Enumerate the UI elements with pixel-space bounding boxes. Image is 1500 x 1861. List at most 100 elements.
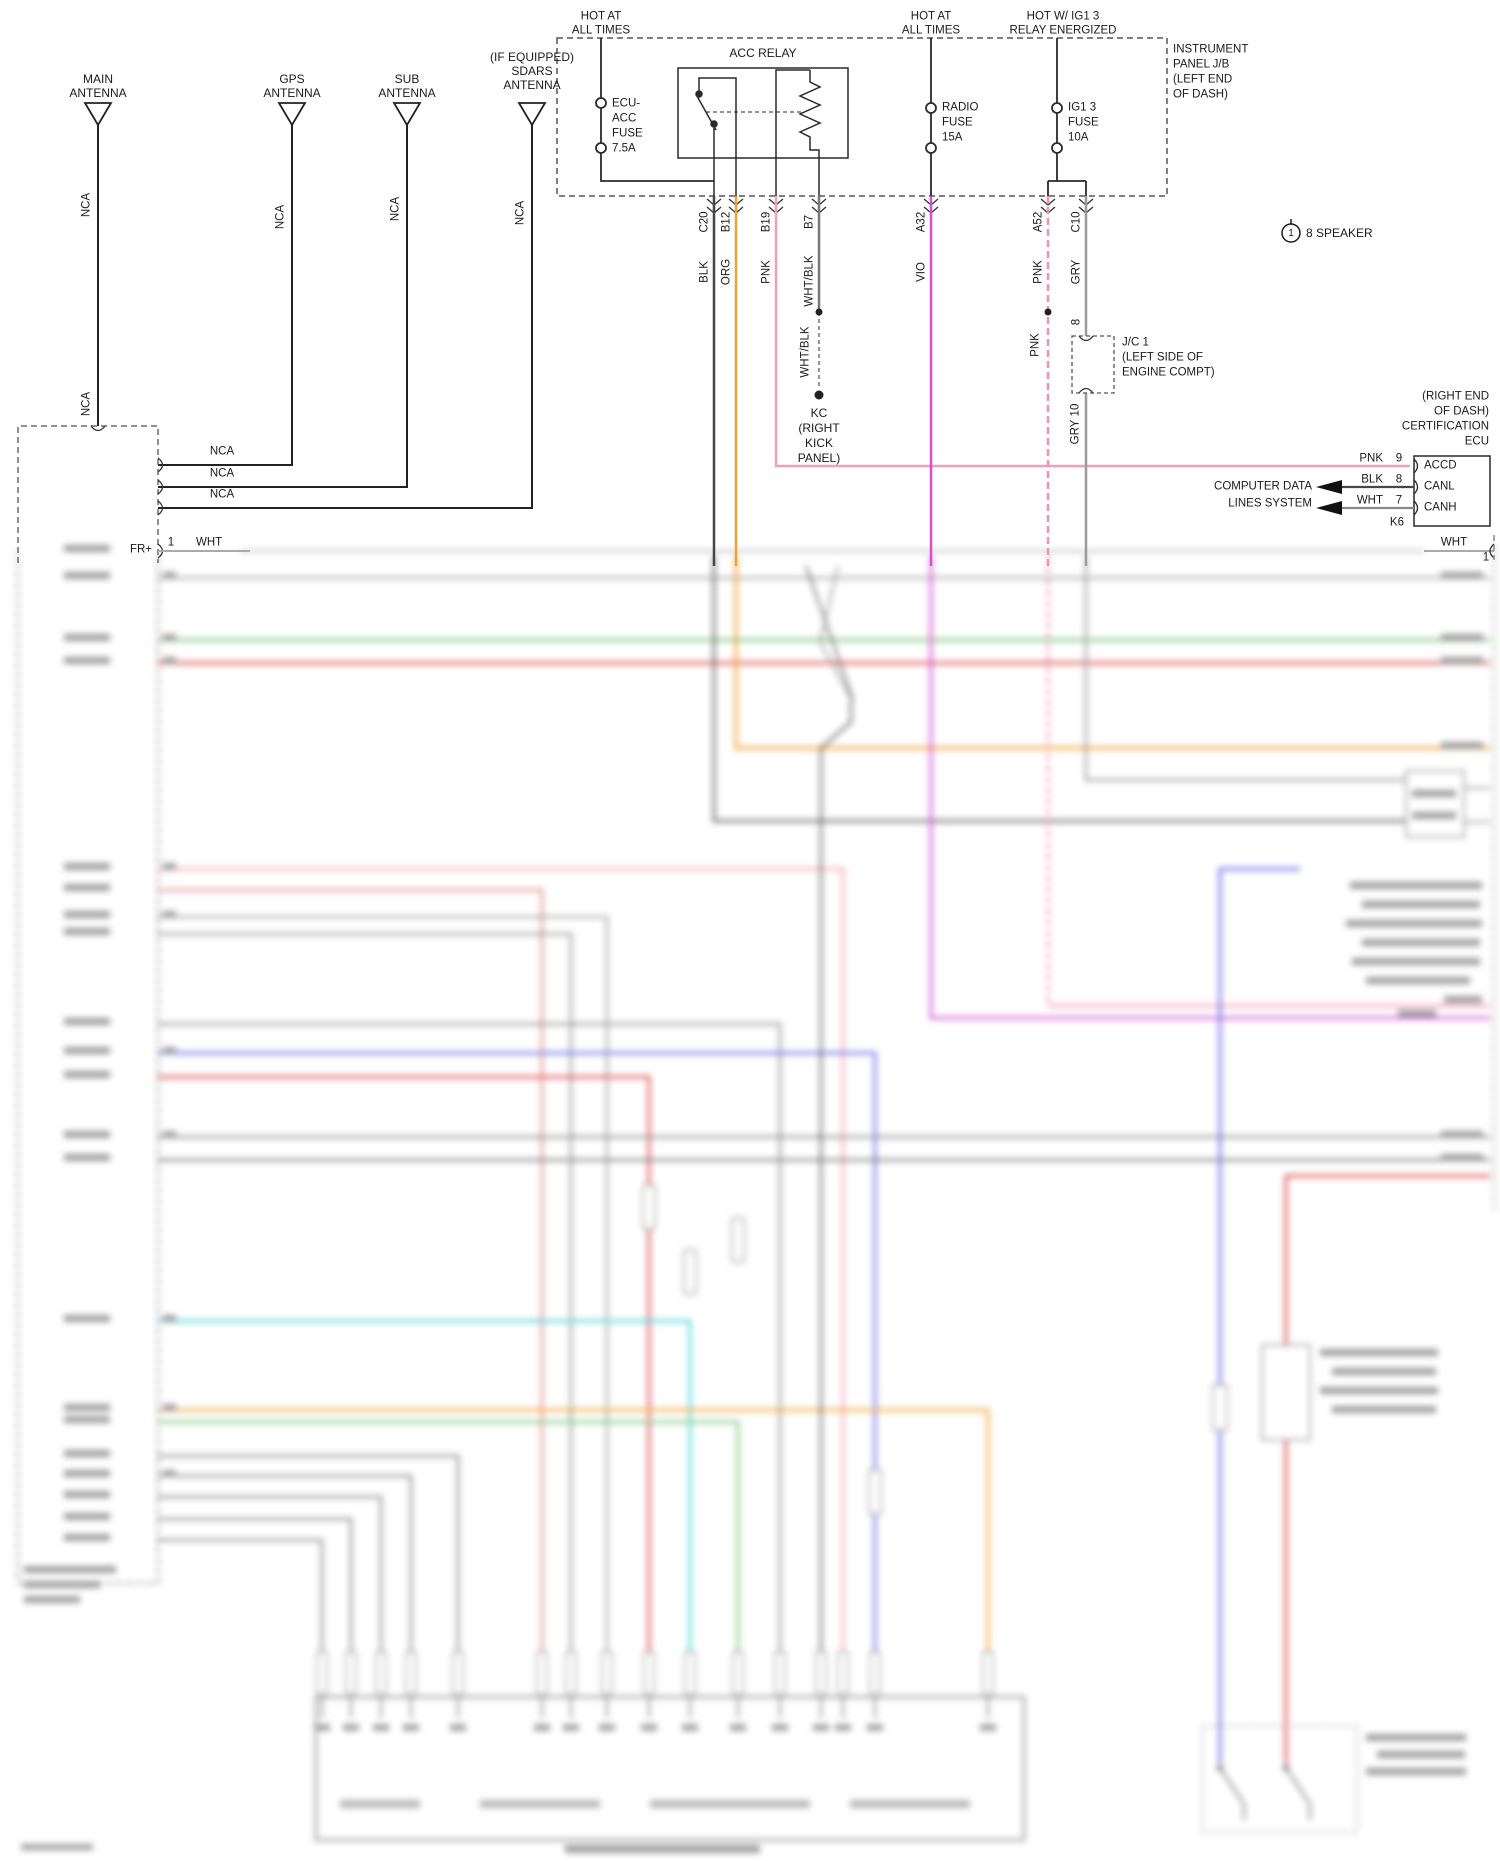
jc-name-label: (LEFT SIDE OF [1122, 351, 1203, 364]
blurred-wires [158, 550, 1490, 1764]
radio-pin-fr-label: FR+ [129, 543, 152, 556]
ecu-header-label: ECU [1464, 435, 1489, 448]
antenna-wires [97, 125, 533, 509]
nca-wire-label: NCA [514, 200, 527, 226]
ecu-pin-num: 9 [1395, 452, 1403, 465]
ecu-acc-fuse-label: ECU- [612, 97, 641, 110]
radio-fuse-label: 15A [942, 131, 963, 144]
power-label: HOT W/ IG1 3 [1026, 10, 1100, 23]
computer-data-lines-label: LINES SYSTEM [1228, 497, 1312, 510]
nca-wire-label: NCA [80, 391, 93, 417]
ig1-fuse-label: FUSE [1068, 116, 1099, 129]
ecu-acc-fuse-label: ACC [612, 112, 637, 125]
ecu-pin-num: 8 [1395, 473, 1403, 486]
wire-color-label-vio: VIO [915, 262, 928, 282]
power-label: HOT AT [910, 10, 952, 23]
sdars-antenna-label: SDARS [511, 64, 553, 78]
wire-color-label-pnk2: PNK [1032, 260, 1045, 284]
ecu-pin-name: CANH [1424, 501, 1457, 514]
speaker-note-label: 8 SPEAKER [1306, 226, 1373, 240]
power-label: HOT AT [580, 10, 622, 23]
jc-out-label: GRY 10 [1069, 403, 1082, 445]
pin-label-a32: A32 [915, 211, 928, 233]
ecu-acc-fuse-label: FUSE [612, 127, 643, 140]
kc-ground-label: KC [810, 406, 828, 420]
speaker-note-icon [1281, 219, 1301, 243]
pin-label-a52: A52 [1032, 211, 1045, 233]
jb-name-label: (LEFT END [1173, 73, 1233, 86]
gps-antenna-label: ANTENNA [263, 86, 321, 100]
blurred-bottom-connector [314, 1651, 1025, 1841]
radio-fuse-label: RADIO [942, 101, 979, 114]
jb-box [556, 37, 1168, 197]
ecu-header-label: CERTIFICATION [1401, 420, 1489, 433]
jc-out-pin: 10 [1069, 403, 1082, 417]
blurred-right-component [1261, 1344, 1311, 1441]
whtblk-branch-label: WHT/BLK [799, 326, 812, 378]
power-label: RELAY ENERGIZED [1009, 24, 1117, 37]
ecu-pin-name: ACCD [1424, 459, 1457, 472]
kc-ground-label: PANEL) [797, 451, 841, 465]
ecu-connector-id: K6 [1389, 516, 1404, 529]
pin-label-c20: C20 [698, 211, 711, 233]
data-line-arrows [1316, 480, 1414, 515]
ecu-pin-num: 7 [1395, 494, 1403, 507]
blurred-bottom-right-box [1201, 1725, 1358, 1833]
ecu-box [1413, 455, 1491, 527]
ecu-pin-color: WHT [1356, 494, 1383, 507]
radio-pin-num: 1 [167, 536, 175, 549]
pin-label-c10: C10 [1070, 211, 1083, 233]
ecu-acc-fuse-label: 7.5A [612, 142, 636, 155]
pnk-branch-label: PNK [1029, 333, 1042, 357]
sdars-antenna-label: (IF EQUIPPED) [489, 50, 575, 64]
nca-wire-label: NCA [80, 192, 93, 218]
radio-pin-color: WHT [196, 536, 223, 549]
ecu-pin-name: CANL [1424, 480, 1455, 493]
wire-color-label-whtblk: WHT/BLK [803, 255, 816, 307]
ig1-fuse-label: 10A [1068, 131, 1089, 144]
jb-name-label: INSTRUMENT [1173, 43, 1249, 56]
nca-wire-label: NCA [209, 445, 235, 458]
jb-output-wires [712, 196, 1410, 566]
radio-box-outline [17, 425, 159, 563]
blurred-noise-filter-box [1405, 770, 1465, 838]
kc-ground-symbol [814, 390, 824, 400]
sub-antenna-label: ANTENNA [378, 86, 436, 100]
wire-color-label-org: ORG [720, 258, 733, 286]
nca-wire-label: NCA [389, 196, 402, 222]
fuse-symbols [595, 38, 1087, 196]
acc-relay-label: ACC RELAY [729, 46, 797, 60]
speaker-note-marker: 1 [1288, 228, 1294, 239]
sdars-antenna-label: ANTENNA [503, 78, 561, 92]
wire-color-label-blk: BLK [698, 261, 711, 283]
jc-out-color: GRY [1069, 419, 1082, 445]
jc-pin-in-label: 8 [1070, 318, 1083, 326]
jc-name-label: ENGINE COMPT) [1122, 366, 1215, 379]
nca-wire-label: NCA [209, 467, 235, 480]
pin-label-b7: B7 [803, 214, 816, 230]
right-pin-color: WHT [1440, 536, 1468, 549]
nca-wire-label: NCA [209, 488, 235, 501]
main-antenna-label: MAIN [83, 72, 113, 86]
splice-dot [1044, 308, 1052, 316]
antenna-symbols [83, 102, 547, 127]
radio-pin-brackets [90, 425, 164, 559]
gps-antenna-label: GPS [279, 72, 305, 86]
jb-name-label: PANEL J/B [1173, 58, 1230, 71]
jc-connector [1071, 335, 1115, 394]
right-pin-num: 1 [1482, 551, 1490, 564]
sub-antenna-label: SUB [394, 72, 420, 86]
main-antenna-label: ANTENNA [69, 86, 127, 100]
ecu-pin-color: PNK [1359, 452, 1383, 465]
radio-fuse-label: FUSE [942, 116, 973, 129]
ecu-pin-color: BLK [1361, 473, 1383, 486]
jb-name-label: OF DASH) [1173, 88, 1228, 101]
computer-data-lines-label: COMPUTER DATA [1214, 480, 1312, 493]
blurred-inline-connectors [642, 1184, 1228, 1515]
kc-ground-label: (RIGHT [798, 421, 840, 435]
acc-relay-symbol [677, 67, 849, 196]
kc-ground-label: KICK [804, 436, 834, 450]
